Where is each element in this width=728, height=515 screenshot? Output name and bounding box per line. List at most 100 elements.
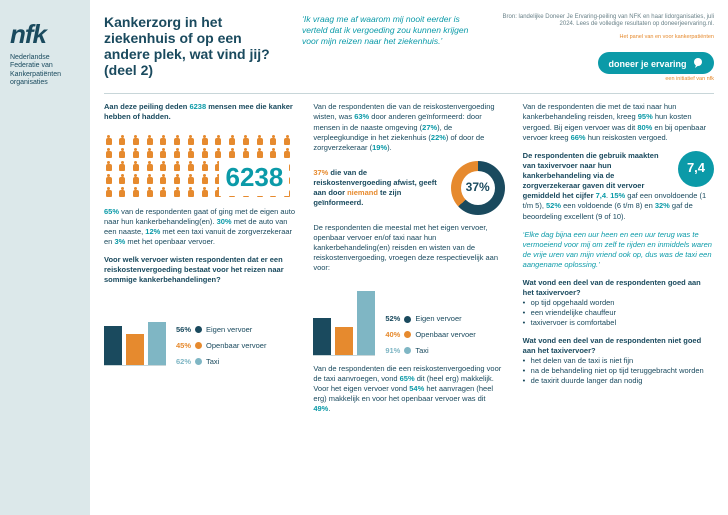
person-icon [200, 174, 209, 186]
column-1: Aan deze peiling deden 6238 mensen mee d… [104, 102, 295, 505]
chart2: 52%Eigen vervoer 40%Openbaar vervoer 91%Ta… [313, 286, 504, 356]
score-circle: 7,4 [678, 151, 714, 187]
bar [148, 322, 166, 365]
person-icon [118, 135, 127, 147]
list-item: na de behandeling niet op tijd teruggebr… [523, 366, 714, 376]
person-icon [186, 187, 195, 199]
person-icon [200, 187, 209, 199]
person-icon [255, 135, 264, 147]
col2-p2: De respondenten die meestal met het eige… [313, 223, 504, 274]
person-icon [104, 174, 113, 186]
person-icon [173, 187, 182, 199]
person-icon [269, 135, 278, 147]
list-item: het delen van de taxi is niet fijn [523, 356, 714, 366]
bad-list: het delen van de taxi is niet fijnna de … [523, 356, 714, 386]
bar [126, 334, 144, 366]
person-icon [159, 148, 168, 160]
col3-quote: ‘Elke dag bijna een uur heen en een uur … [523, 230, 714, 271]
person-icon [173, 148, 182, 160]
person-icon [104, 187, 113, 199]
person-icon [186, 148, 195, 160]
person-icon [131, 135, 140, 147]
sidebar: nfk Nederlandse Federatie van Kankerpati… [0, 0, 90, 515]
person-icon [104, 161, 113, 173]
person-icon [186, 135, 195, 147]
speech-icon [692, 57, 704, 69]
donut-chart: 37% [451, 161, 505, 215]
legend-item: 62%Taxi [176, 357, 266, 367]
panel-sub: een initiatief van nfk [490, 76, 714, 83]
header-quote: ‘Ik vraag me af waarom mij nooit eerder … [302, 14, 472, 47]
person-icon [241, 135, 250, 147]
nfk-logo: nfk [10, 18, 82, 52]
header-right: Bron: landelijke Doneer Je Ervaring-peil… [490, 14, 714, 83]
person-icon [228, 135, 237, 147]
good-block: Wat vond een deel van de respondenten go… [523, 278, 714, 328]
person-icon [283, 135, 292, 147]
chart1-question: Voor welk vervoer wisten respondenten da… [104, 255, 295, 284]
person-icon [200, 148, 209, 160]
person-icon [186, 174, 195, 186]
person-icon [118, 174, 127, 186]
person-icon [131, 174, 140, 186]
person-icon [104, 148, 113, 160]
person-icon [173, 135, 182, 147]
person-icon [186, 161, 195, 173]
chart2-bars [313, 286, 375, 356]
list-item: een vriendelijke chauffeur [523, 308, 714, 318]
person-icon [173, 174, 182, 186]
chart1: 56%Eigen vervoer 45%Openbaar vervoer 62%Ta… [104, 296, 295, 366]
header: Kankerzorg in het ziekenhuis of op een a… [104, 14, 714, 94]
person-icon [145, 148, 154, 160]
legend-item: 40%Openbaar vervoer [385, 330, 475, 340]
col3-p1: Van de respondenten die met de taxi naar… [523, 102, 714, 143]
org-name: Nederlandse Federatie van Kankerpatiënte… [10, 54, 82, 88]
person-icon [214, 135, 223, 147]
panel-pre: Het panel van en voor kankerpatiënten [490, 34, 714, 41]
legend-item: 91%Taxi [385, 346, 475, 356]
person-icon [159, 161, 168, 173]
donut-center: 37% [451, 161, 505, 215]
list-item: op tijd opgehaald worden [523, 298, 714, 308]
person-icon [159, 135, 168, 147]
person-icon [200, 135, 209, 147]
person-icon [173, 161, 182, 173]
legend-item: 56%Eigen vervoer [176, 325, 266, 335]
chart1-legend: 56%Eigen vervoer 45%Openbaar vervoer 62%Ta… [176, 325, 266, 366]
column-3: Van de respondenten die met de taxi naar… [523, 102, 714, 505]
person-icon [118, 161, 127, 173]
person-icon [159, 174, 168, 186]
person-icon [131, 148, 140, 160]
donut-text: 37% die van de reiskostenvergoeding afwi… [313, 168, 442, 209]
person-icon [118, 187, 127, 199]
source-text: Bron: landelijke Doneer Je Ervaring-peil… [490, 14, 714, 28]
bar [313, 318, 331, 354]
person-icon [131, 161, 140, 173]
people-graphic: 6238 [104, 131, 295, 199]
list-item: de taxirit duurde langer dan nodig [523, 376, 714, 386]
list-item: taxivervoer is comfortabel [523, 318, 714, 328]
bar [104, 326, 122, 365]
main: Kankerzorg in het ziekenhuis of op een a… [90, 0, 728, 515]
col2-p3: Van de respondenten die een reiskostenve… [313, 364, 504, 415]
person-icon [145, 161, 154, 173]
legend-item: 45%Openbaar vervoer [176, 341, 266, 351]
person-icon [145, 187, 154, 199]
content-columns: Aan deze peiling deden 6238 mensen mee d… [104, 102, 714, 505]
person-icon [159, 187, 168, 199]
big-number: 6238 [219, 159, 289, 197]
good-title: Wat vond een deel van de respondenten go… [523, 278, 714, 298]
person-icon [145, 135, 154, 147]
legend-item: 52%Eigen vervoer [385, 314, 475, 324]
bar [357, 291, 375, 355]
transport-para: 65% van de respondenten gaat of ging met… [104, 207, 295, 248]
chart2-legend: 52%Eigen vervoer 40%Openbaar vervoer 91%Ta… [385, 314, 475, 355]
donut-block: 37% die van de reiskostenvergoeding afwi… [313, 161, 504, 215]
good-list: op tijd opgehaald wordeneen vriendelijke… [523, 298, 714, 328]
panel-badge: doneer je ervaring [598, 52, 714, 75]
person-icon [145, 174, 154, 186]
bad-block: Wat vond een deel van de respondenten ni… [523, 336, 714, 386]
bar [335, 327, 353, 355]
intro-text: Aan deze peiling deden 6238 mensen mee d… [104, 102, 295, 122]
chart1-bars [104, 296, 166, 366]
